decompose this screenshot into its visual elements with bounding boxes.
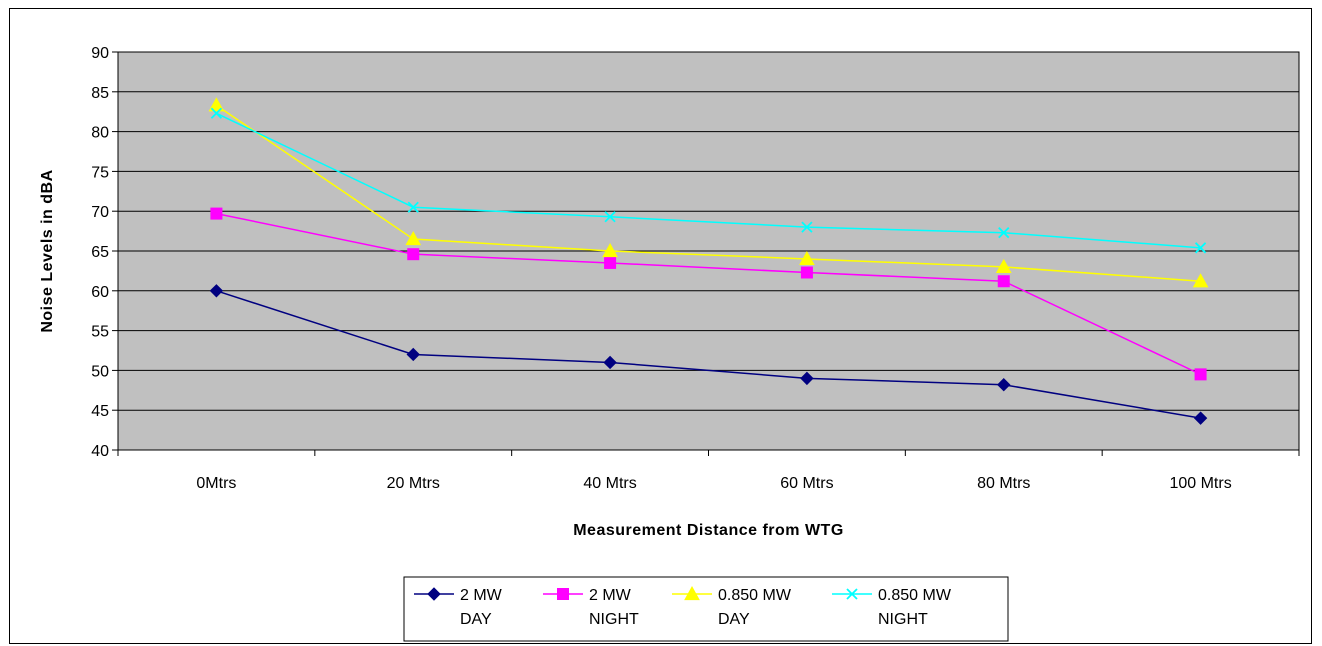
data-point [407, 248, 420, 261]
series-0-850-mw-night [210, 107, 1207, 254]
legend-entry: 0.850 MW DAY [672, 585, 792, 628]
y-tick-label: 65 [91, 244, 109, 261]
series-2-mw-night [210, 207, 1207, 381]
x-tick-label: 0Mtrs [196, 475, 236, 492]
y-tick-label: 45 [91, 403, 109, 420]
y-axis-title: Noise Levels in dBA [39, 169, 56, 332]
legend-entry: 2 MW NIGHT [543, 587, 639, 628]
y-tick-label: 50 [91, 363, 109, 380]
legend-entry: 2 MW DAY [414, 587, 503, 628]
series-0-850-mw-day [208, 97, 1209, 288]
legend: 2 MW DAY 2 MW NIGHT 0.850 MW DAY 0.850 MW NIGHT [403, 576, 1009, 642]
legend-label: NIGHT [589, 611, 639, 628]
y-tick-label: 55 [91, 324, 109, 341]
y-tick-label: 90 [91, 45, 109, 62]
data-point [208, 97, 225, 112]
data-point [800, 266, 813, 279]
legend-label: DAY [460, 611, 492, 628]
data-point [603, 355, 617, 370]
y-tick-label: 85 [91, 85, 109, 102]
x-tick-label: 20 Mtrs [387, 475, 440, 492]
legend-label: 0.850 MW [718, 587, 792, 604]
x-tick-label: 40 Mtrs [583, 475, 636, 492]
legend-swatch-marker [557, 588, 569, 600]
x-tick-label: 100 Mtrs [1169, 475, 1231, 492]
data-point [1193, 411, 1208, 425]
x-tick-label: 80 Mtrs [977, 475, 1030, 492]
data-point [1194, 242, 1207, 254]
series-line [216, 112, 1201, 249]
x-axis-title: Measurement Distance from WTG [573, 522, 844, 539]
legend-swatch-marker [846, 588, 858, 600]
legend-swatch-marker [427, 587, 441, 601]
data-point [1192, 273, 1209, 288]
data-point [799, 250, 815, 266]
legend-entry: 0.850 MW NIGHT [832, 587, 952, 628]
series-2-mw-day [209, 284, 1208, 425]
data-point [210, 107, 223, 119]
series-line [216, 290, 1201, 419]
series-line [216, 212, 1201, 376]
data-point [209, 284, 224, 298]
data-point [997, 275, 1010, 288]
y-tick-label: 70 [91, 204, 109, 221]
x-tick-label: 60 Mtrs [780, 475, 833, 492]
legend-label: 0.850 MW [878, 587, 952, 604]
axes [112, 51, 1300, 456]
series-layer [208, 97, 1209, 425]
legend-label: 2 MW [589, 587, 632, 604]
data-point [210, 207, 223, 220]
data-point [800, 371, 814, 386]
legend-box [403, 576, 1009, 642]
legend-label: DAY [718, 611, 750, 628]
data-point [604, 256, 617, 269]
data-point [407, 201, 419, 213]
series-line [215, 104, 1201, 282]
legend-swatch-marker [684, 585, 700, 601]
data-point [405, 231, 422, 246]
data-point [995, 258, 1012, 274]
data-point [801, 221, 813, 233]
data-point [604, 211, 616, 223]
y-tick-label: 60 [91, 284, 109, 301]
data-point [406, 347, 420, 362]
data-point [1194, 368, 1207, 381]
legend-label: 2 MW [460, 587, 503, 604]
y-tick-label: 40 [91, 443, 109, 460]
tick-labels: 40 45 50 55 60 65 70 75 80 85 90 0Mtrs 20 Mtrs 40 Mtr… [91, 45, 1232, 492]
y-tick-label: 75 [91, 164, 109, 181]
data-point [997, 378, 1011, 392]
data-point [998, 227, 1010, 239]
y-tick-label: 80 [91, 125, 109, 142]
legend-label: NIGHT [878, 611, 928, 628]
data-point [602, 242, 618, 258]
